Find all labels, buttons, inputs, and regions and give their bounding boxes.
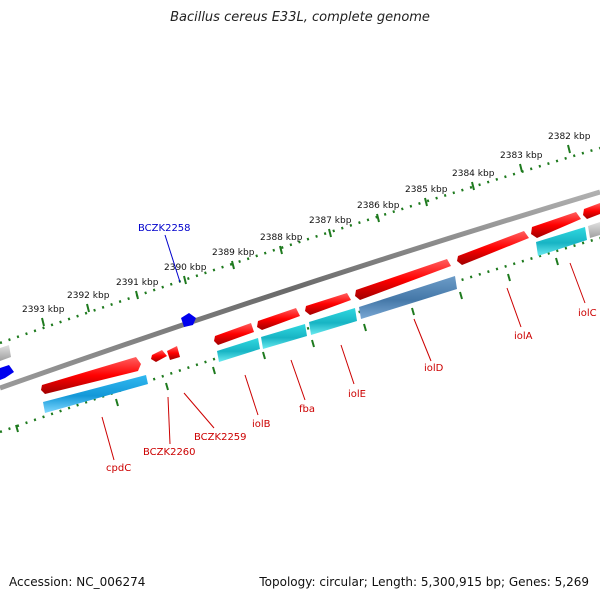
gene-feature-edge-left-blue[interactable] <box>0 365 14 380</box>
kbp-major-tick <box>183 275 187 285</box>
gene-label-iolA[interactable]: iolA <box>514 331 533 342</box>
kbp-major-tick <box>328 228 332 238</box>
kbp-major-tick <box>424 197 428 207</box>
gene-feature-BCZK2260[interactable] <box>151 350 167 362</box>
kbp-major-tick <box>376 213 380 223</box>
gene-label-BCZK2259[interactable]: BCZK2259 <box>194 432 247 443</box>
kbp-tick-label: 2384 kbp <box>452 169 495 179</box>
gene-label-iolC[interactable]: iolC <box>578 308 597 319</box>
kbp-tick-label: 2387 kbp <box>309 216 352 226</box>
feature-bar-iolD[interactable] <box>359 276 457 319</box>
outer-scale-track <box>0 146 600 345</box>
gene-feature-BCZK2259[interactable] <box>167 346 180 360</box>
kbp-major-tick <box>135 290 139 300</box>
gene-label-BCZK2260[interactable]: BCZK2260 <box>143 447 196 458</box>
accession-label: Accession: NC_006274 <box>9 575 146 589</box>
kbp-major-tick <box>231 260 235 270</box>
feature-bar-iolB[interactable] <box>217 338 260 362</box>
gene-feature-iolE[interactable] <box>305 293 351 315</box>
gene-label-cpdC[interactable]: cpdC <box>106 463 131 474</box>
kbp-tick-label: 2383 kbp <box>500 151 543 161</box>
gene-feature-fba[interactable] <box>257 308 300 330</box>
gene-label-iolE[interactable]: iolE <box>348 389 366 400</box>
map-title: Bacillus cereus E33L, complete genome <box>170 10 430 25</box>
feature-bar-cpdC[interactable] <box>43 375 148 413</box>
kbp-tick-label: 2391 kbp <box>116 278 159 288</box>
kbp-tick-label: 2393 kbp <box>22 305 65 315</box>
kbp-major-tick <box>519 163 523 173</box>
gene-feature-cpdC[interactable] <box>41 357 141 394</box>
gene-label-BCZK2258[interactable]: BCZK2258 <box>138 223 191 234</box>
feature-bar-fba[interactable] <box>261 324 307 349</box>
gene-feature-BCZK2258[interactable] <box>181 313 196 327</box>
feature-bar-iolC[interactable] <box>536 227 587 256</box>
gene-feature-iolB[interactable] <box>214 323 254 345</box>
gene-label-iolB[interactable]: iolB <box>252 419 271 430</box>
kbp-major-tick <box>86 303 90 313</box>
kbp-major-tick <box>41 317 45 327</box>
gene-feature-iolD[interactable] <box>355 259 451 300</box>
gene-feature-edge-right[interactable] <box>583 203 600 219</box>
kbp-tick-label: 2385 kbp <box>405 185 448 195</box>
kbp-tick-label: 2382 kbp <box>548 132 591 142</box>
kbp-tick-label: 2390 kbp <box>164 263 207 273</box>
gene-label-iolD[interactable]: iolD <box>424 363 444 374</box>
gene-feature-iolC[interactable] <box>531 212 581 238</box>
inner-strand-features <box>0 222 600 413</box>
kbp-major-tick <box>567 144 571 154</box>
feature-bar-iolE[interactable] <box>309 308 357 335</box>
forward-strand-genes <box>41 203 600 394</box>
inner-ticks <box>15 257 559 433</box>
gene-label-fba[interactable]: fba <box>299 404 315 415</box>
kbp-tick-label: 2386 kbp <box>357 201 400 211</box>
gene-feature-iolA[interactable] <box>457 231 529 265</box>
feature-bar-edge-right-grey[interactable] <box>588 222 600 238</box>
genome-backbone <box>0 189 600 391</box>
feature-bar-edge-left-grey[interactable] <box>0 345 11 361</box>
kbp-tick-label: 2389 kbp <box>212 248 255 258</box>
kbp-major-tick <box>471 181 475 191</box>
kbp-major-tick <box>279 245 283 255</box>
kbp-tick-label: 2388 kbp <box>260 233 303 243</box>
kbp-tick-label: 2392 kbp <box>67 291 110 301</box>
genome-stats: Topology: circular; Length: 5,300,915 bp… <box>259 575 589 589</box>
label-leader-lines <box>101 234 586 461</box>
gene-labels: cpdC BCZK2260 BCZK2259 iolB fba iolE iol… <box>106 223 597 474</box>
reverse-strand-genes <box>0 313 196 380</box>
